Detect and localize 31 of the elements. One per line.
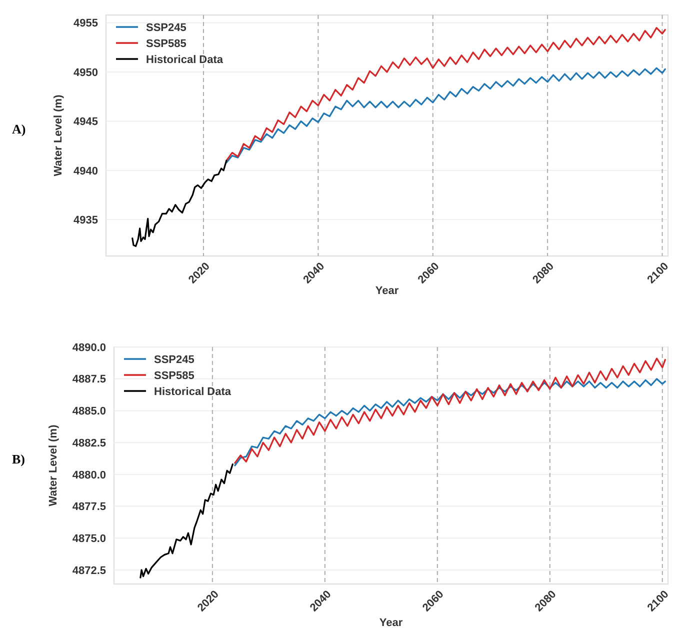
y-tick-label: 4885.0 xyxy=(72,406,106,418)
legend-label: SSP585 xyxy=(146,38,186,50)
legend-label: Historical Data xyxy=(146,54,224,66)
y-tick-label: 4950 xyxy=(74,66,98,79)
y-tick-label: 4890.0 xyxy=(72,342,106,354)
y-tick-label: 4955 xyxy=(74,18,98,30)
line-series xyxy=(140,463,234,578)
y-tick-label: 4882.5 xyxy=(72,437,106,450)
y-tick-label: 4872.5 xyxy=(72,564,106,577)
y-axis-title: Water Level (m) xyxy=(47,424,60,506)
y-tick-label: 4875.0 xyxy=(72,532,106,545)
text: B) xyxy=(12,452,25,466)
y-tick-label: 4877.5 xyxy=(72,501,106,514)
y-tick-label: 4880.0 xyxy=(72,469,106,482)
y-tick-label: 4945 xyxy=(74,116,98,128)
y-tick-label: 4887.5 xyxy=(72,374,106,386)
line-series xyxy=(132,160,228,247)
text: A) xyxy=(12,122,26,136)
legend-label: SSP245 xyxy=(146,22,186,34)
y-axis-title: Water Level (m) xyxy=(52,94,65,176)
line-series xyxy=(234,358,666,464)
line-series xyxy=(226,67,666,164)
y-tick-label: 4940 xyxy=(74,165,98,178)
legend-label: SSP245 xyxy=(154,354,194,366)
line-series xyxy=(226,26,666,162)
y-tick-label: 4935 xyxy=(74,214,98,226)
legend-label: Historical Data xyxy=(154,386,232,398)
x-axis-title: Year xyxy=(379,617,404,628)
x-axis-title: Year xyxy=(375,285,400,297)
legend-label: SSP585 xyxy=(154,370,194,382)
line-series xyxy=(234,378,666,466)
